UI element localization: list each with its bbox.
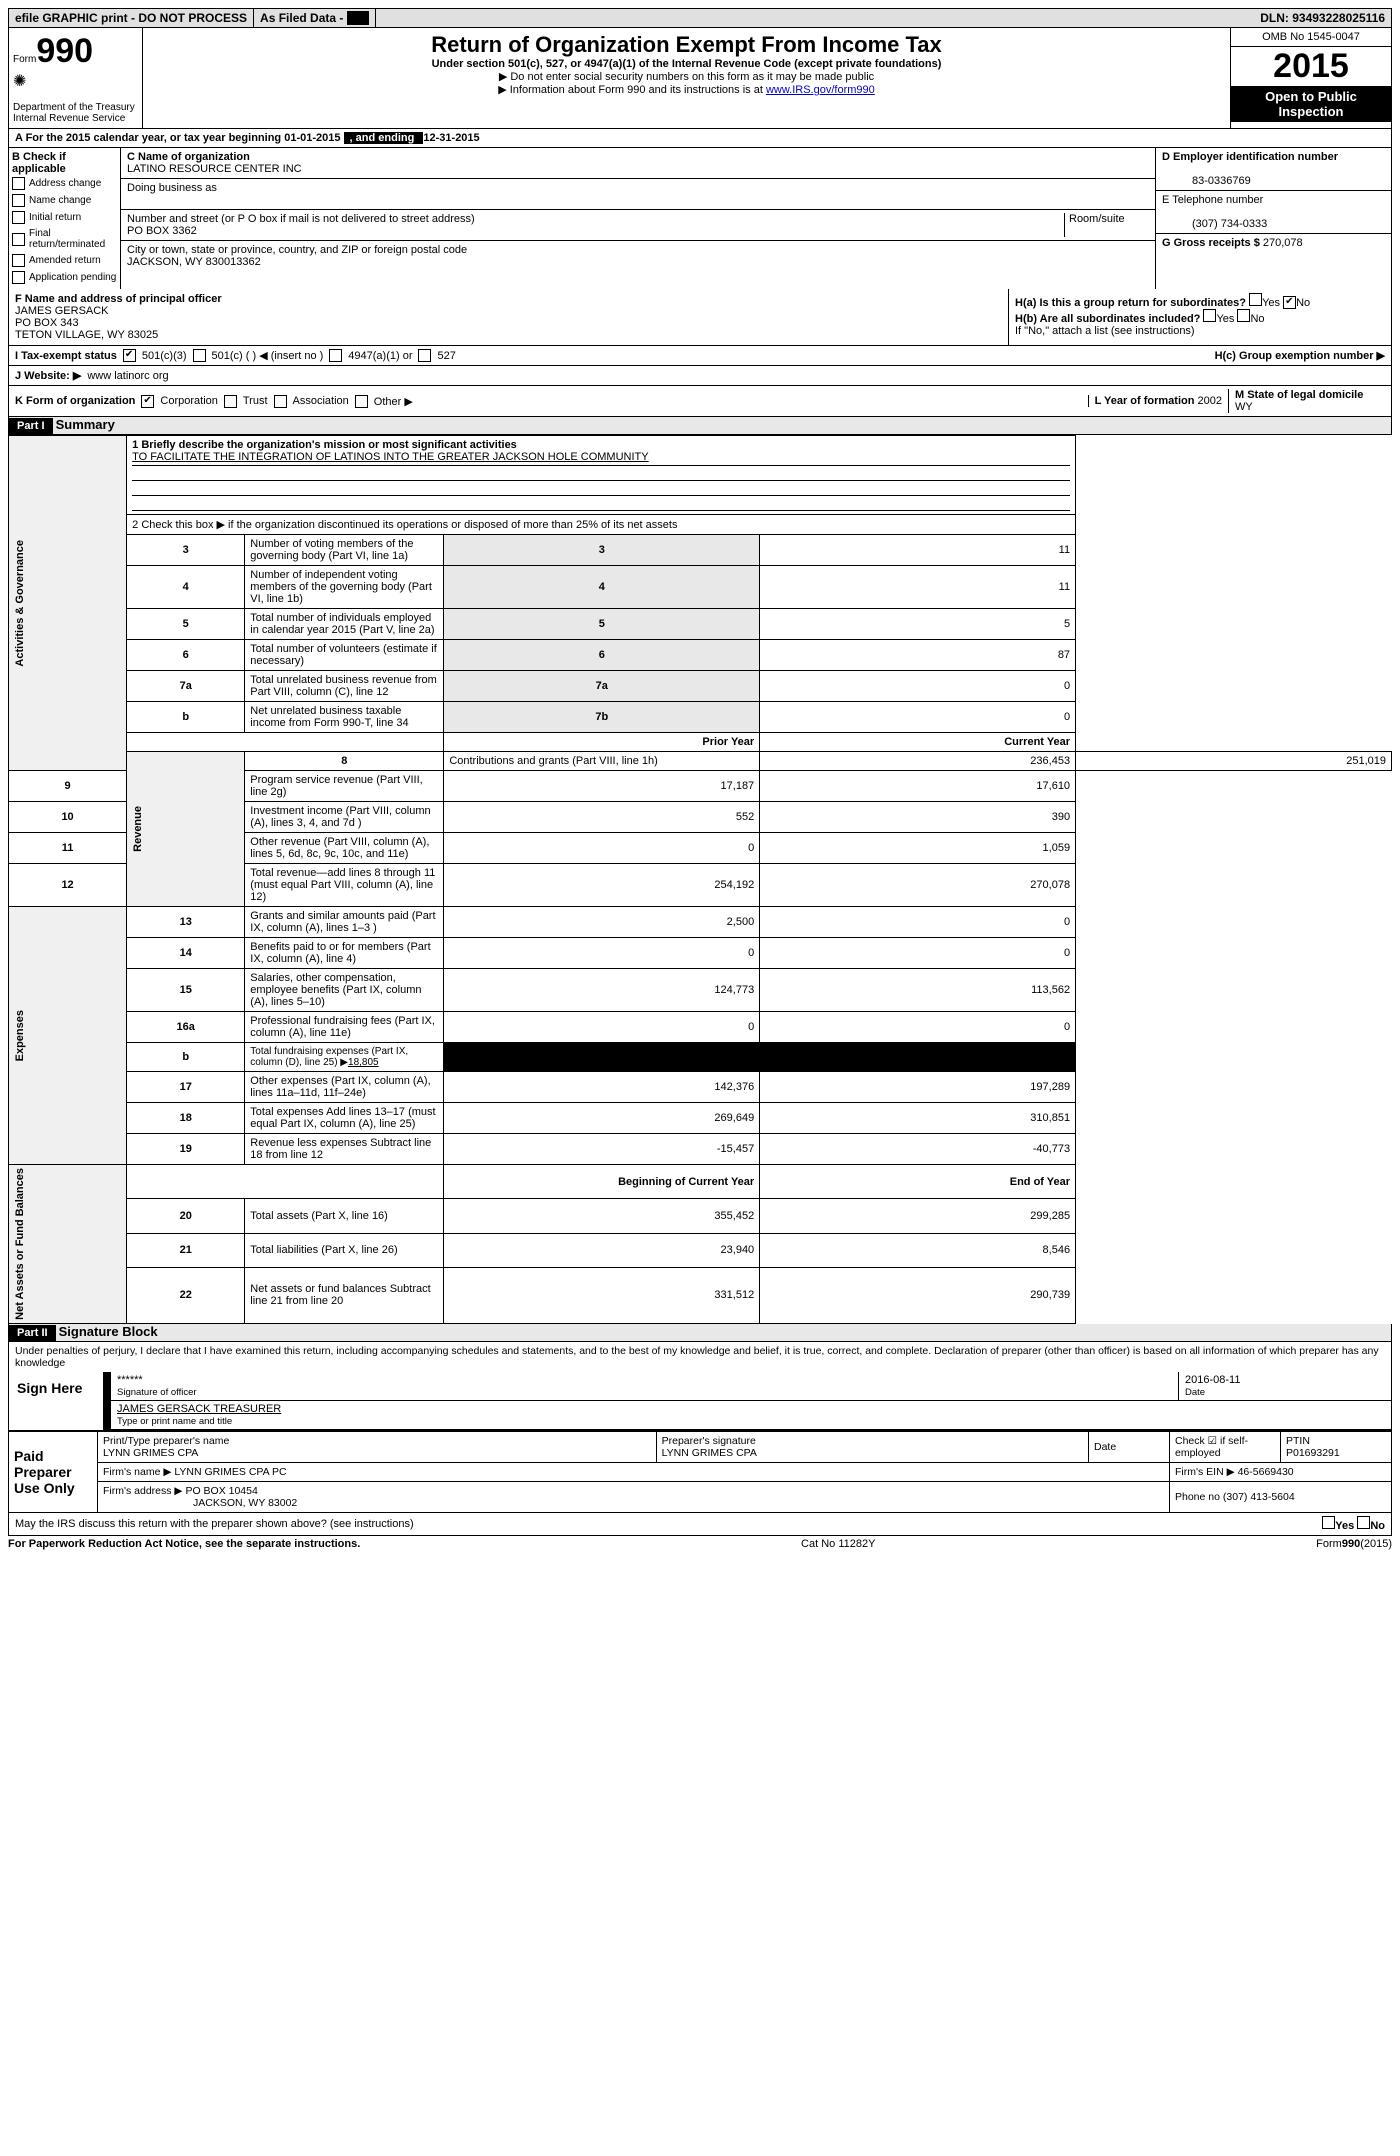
- footer: For Paperwork Reduction Act Notice, see …: [8, 1536, 1392, 1552]
- ha-no[interactable]: [1283, 296, 1296, 309]
- cb-address[interactable]: Address change: [12, 175, 117, 192]
- i-501c3[interactable]: [123, 349, 136, 362]
- k-corp[interactable]: [141, 395, 154, 408]
- header-right: OMB No 1545-0047 2015 Open to Public Ins…: [1230, 28, 1391, 128]
- cb-pending[interactable]: Application pending: [12, 269, 117, 286]
- irs-no[interactable]: [1357, 1516, 1370, 1529]
- cb-amended[interactable]: Amended return: [12, 252, 117, 269]
- ag-row: 4Number of independent voting members of…: [9, 566, 1392, 609]
- i-501c[interactable]: [193, 349, 206, 362]
- efile-label: efile GRAPHIC print - DO NOT PROCESS: [9, 9, 254, 27]
- ag-row: 3Number of voting members of the governi…: [9, 535, 1392, 566]
- cb-name[interactable]: Name change: [12, 192, 117, 209]
- preparer-table: Paid Preparer Use Only Print/Type prepar…: [8, 1431, 1392, 1513]
- k-trust[interactable]: [224, 395, 237, 408]
- ag-row: 7aTotal unrelated business revenue from …: [9, 671, 1392, 702]
- top-bar: efile GRAPHIC print - DO NOT PROCESS As …: [8, 8, 1392, 28]
- part-ii-header: Part II Signature Block: [8, 1324, 1392, 1342]
- irs-link[interactable]: www.IRS.gov/form990: [766, 84, 875, 96]
- row-j: J Website: ▶ www latinorc org: [8, 366, 1392, 386]
- i-4947[interactable]: [329, 349, 342, 362]
- officer-row: F Name and address of principal officer …: [8, 289, 1392, 346]
- row-i: I Tax-exempt status 501(c)(3) 501(c) ( )…: [8, 346, 1392, 366]
- ag-row: bNet unrelated business taxable income f…: [9, 702, 1392, 733]
- col-d: D Employer identification number83-03367…: [1155, 148, 1391, 289]
- may-irs-row: May the IRS discuss this return with the…: [8, 1513, 1392, 1536]
- k-assoc[interactable]: [274, 395, 287, 408]
- dln: DLN: 93493228025116: [1254, 9, 1391, 27]
- header-center: Return of Organization Exempt From Incom…: [143, 28, 1230, 128]
- ag-row: 6Total number of volunteers (estimate if…: [9, 640, 1392, 671]
- header-left: Form990 ✺ Department of the Treasury Int…: [9, 28, 143, 128]
- hb-yes[interactable]: [1203, 309, 1216, 322]
- ha-yes[interactable]: [1249, 293, 1262, 306]
- cb-initial[interactable]: Initial return: [12, 209, 117, 226]
- row-k: K Form of organization Corporation Trust…: [8, 386, 1392, 417]
- row-a: A For the 2015 calendar year, or tax yea…: [8, 129, 1392, 148]
- asfiled-label: As Filed Data -: [254, 9, 376, 27]
- k-other[interactable]: [355, 395, 368, 408]
- declaration-text: Under penalties of perjury, I declare th…: [8, 1342, 1392, 1372]
- block-bcde: B Check if applicable Address change Nam…: [8, 148, 1392, 289]
- summary-table: Activities & Governance 1 Briefly descri…: [8, 435, 1392, 1324]
- irs-yes[interactable]: [1322, 1516, 1335, 1529]
- form-header: Form990 ✺ Department of the Treasury Int…: [8, 28, 1392, 129]
- col-c: C Name of organizationLATINO RESOURCE CE…: [121, 148, 1155, 289]
- hb-no[interactable]: [1237, 309, 1250, 322]
- cb-final[interactable]: Final return/terminated: [12, 226, 117, 252]
- col-b: B Check if applicable Address change Nam…: [9, 148, 121, 289]
- signature-block: Sign Here ******Signature of officer 201…: [8, 1372, 1392, 1431]
- ag-row: 5Total number of individuals employed in…: [9, 609, 1392, 640]
- i-527[interactable]: [418, 349, 431, 362]
- part-i-header: Part I Summary: [8, 417, 1392, 435]
